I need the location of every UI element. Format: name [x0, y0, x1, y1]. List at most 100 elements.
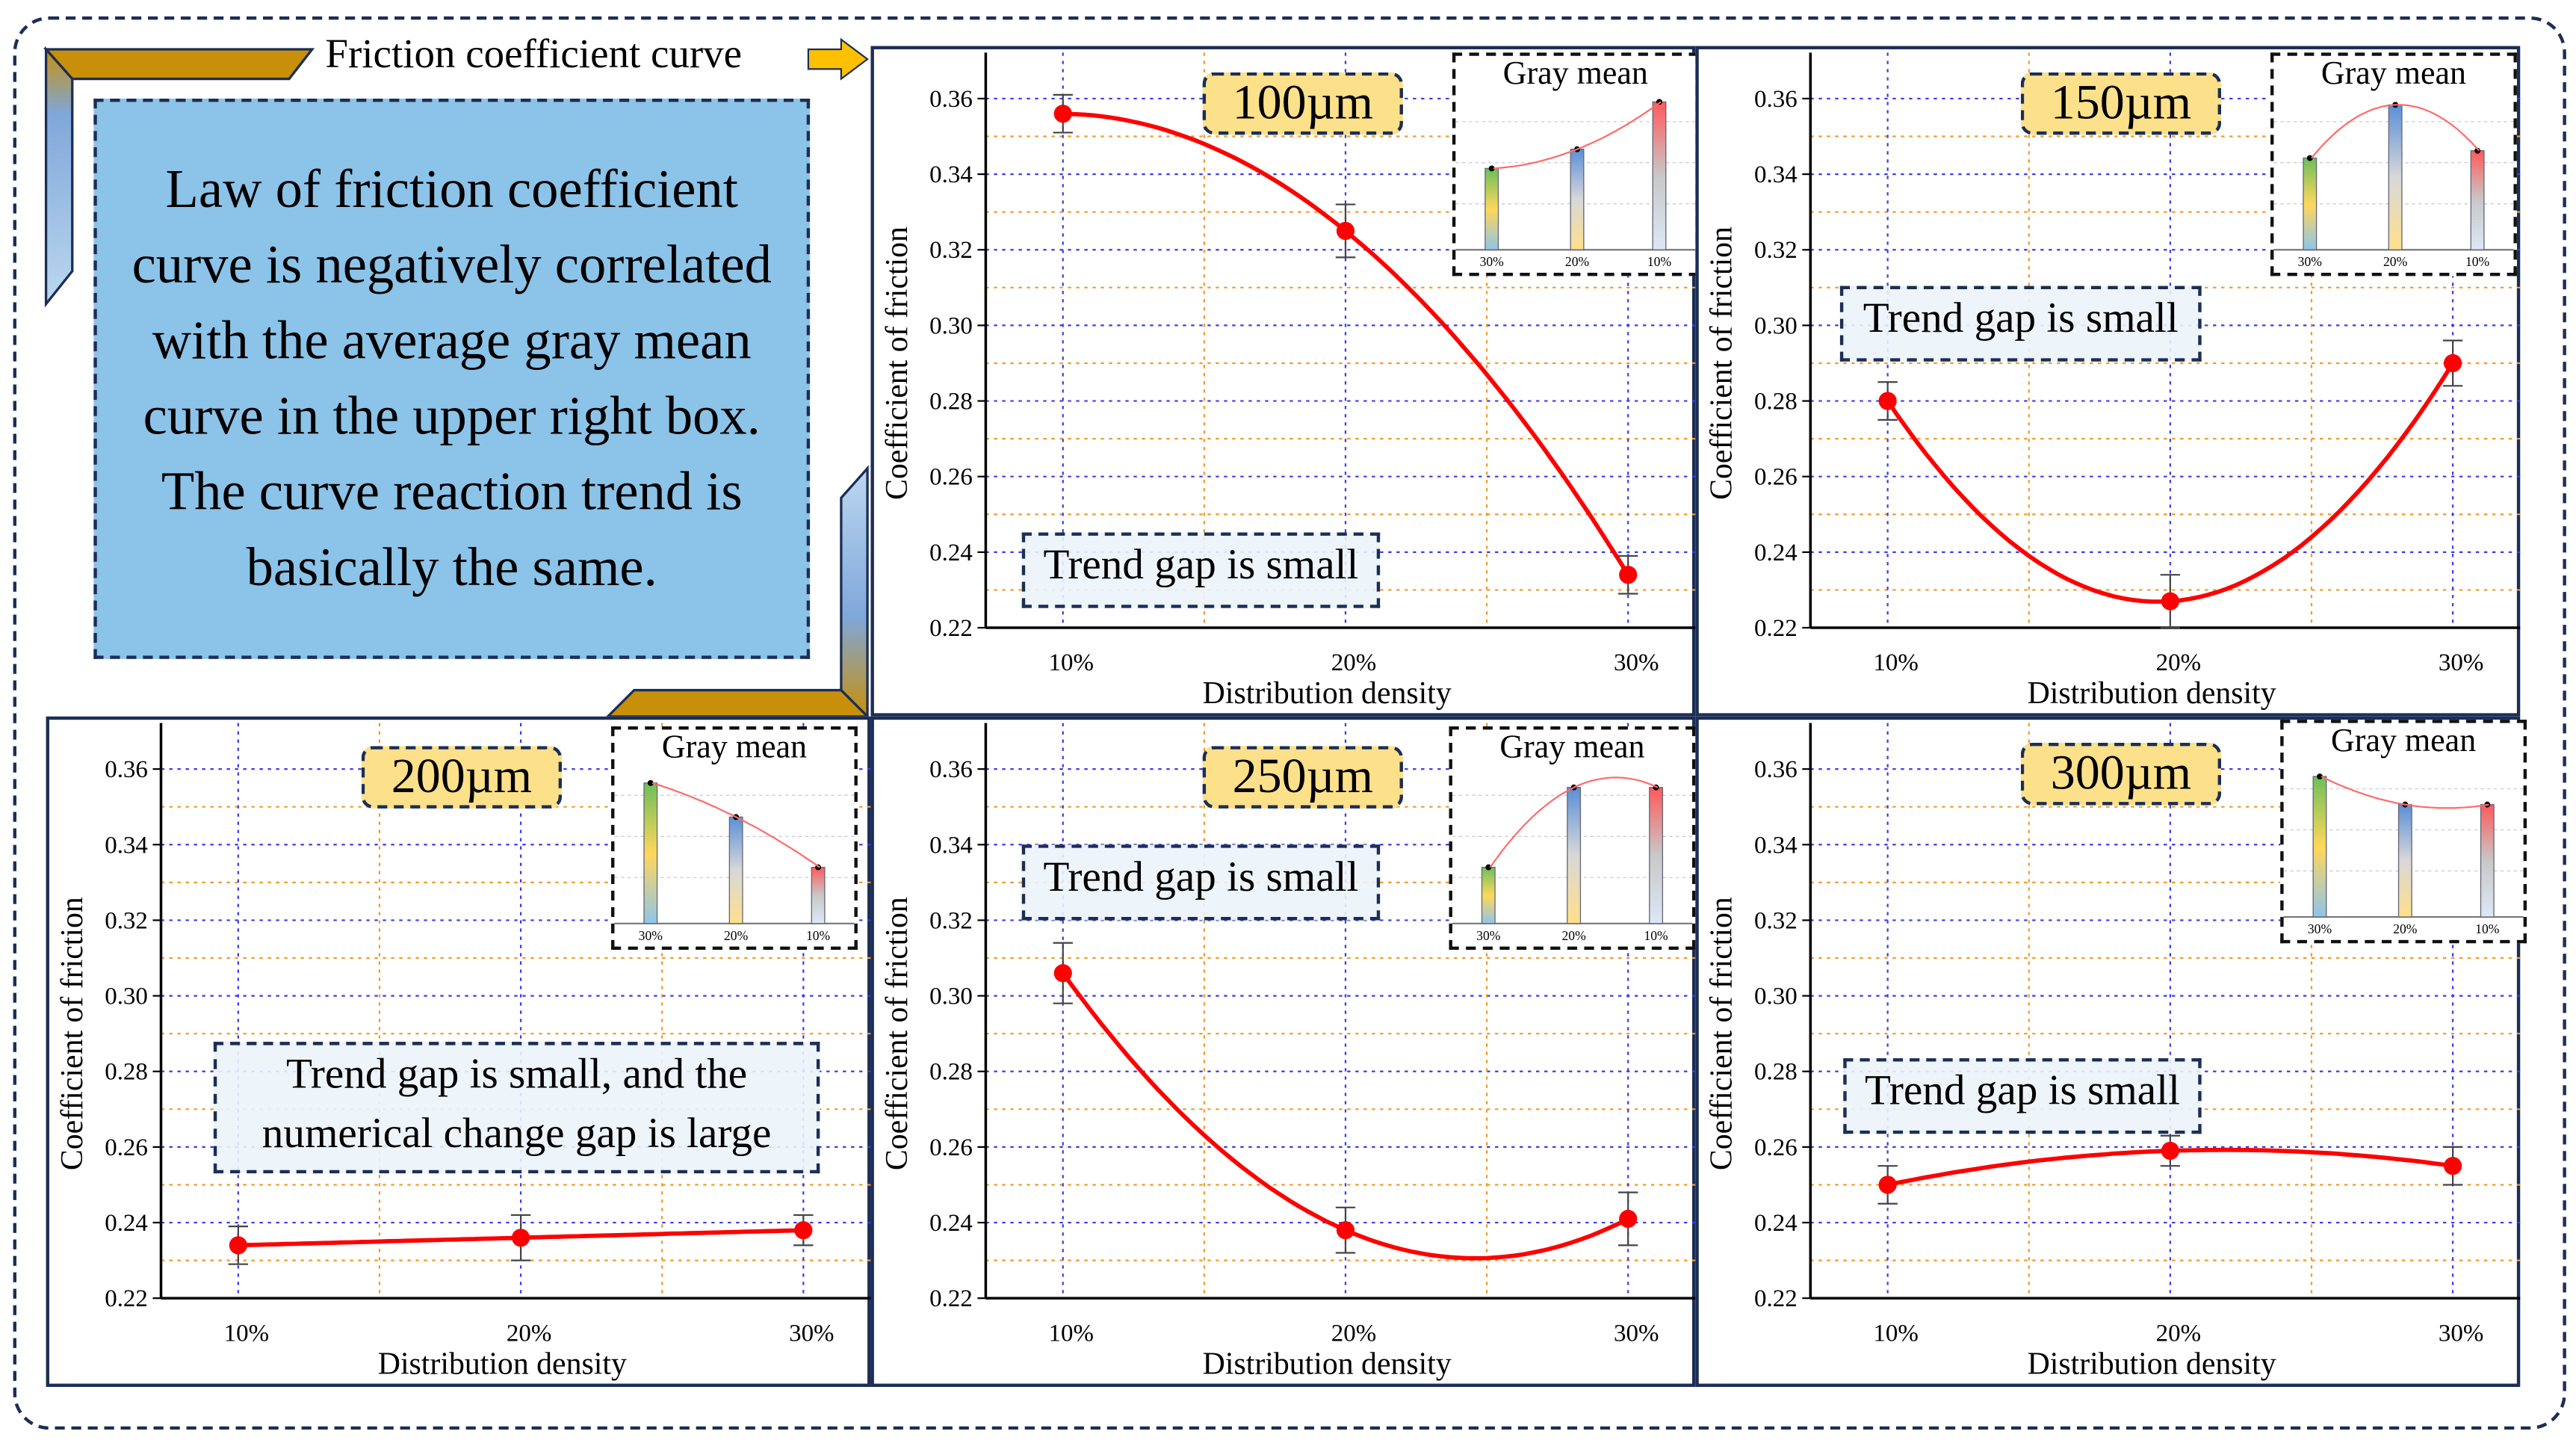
y-tick-label: 0.22 — [1754, 615, 1798, 642]
x-tick-label: 10% — [1873, 1320, 1918, 1347]
size-badge: 100µm — [1202, 72, 1403, 135]
x-tick-label: 20% — [2156, 649, 2201, 676]
inset-point — [1488, 165, 1495, 172]
size-badge: 250µm — [1202, 746, 1403, 809]
y-tick-label: 0.28 — [1754, 1059, 1798, 1086]
y-tick-label: 0.22 — [929, 615, 973, 642]
trend-annotation: Trend gap is small — [1839, 285, 2202, 362]
gray-mean-inset: Gray mean 30% 20% 10% — [1449, 726, 1696, 951]
size-badge: 150µm — [2020, 72, 2222, 135]
y-tick-label: 0.24 — [1754, 1210, 1798, 1237]
inset-bar — [728, 816, 743, 924]
y-tick-label: 0.30 — [1754, 983, 1798, 1010]
data-point — [1619, 1209, 1638, 1229]
chart-panel-100um: 0.22 0.24 0.26 0.28 0.30 0.32 0.34 0.36 10% 20% 30… — [870, 46, 1699, 717]
y-tick-label: 0.22 — [105, 1285, 148, 1312]
inset-curve — [2311, 104, 2480, 159]
y-tick-label: 0.24 — [929, 1210, 973, 1237]
inset-tick-label: 20% — [724, 928, 749, 943]
inset-title: Gray mean — [2320, 55, 2467, 93]
inset-tick-label: 20% — [1562, 928, 1587, 943]
x-tick-label: 10% — [1049, 1320, 1094, 1347]
inset-plot: 30% 20% 10% — [2283, 773, 2524, 936]
inset-plot: 30% 20% 10% — [614, 779, 855, 943]
data-point — [1336, 1221, 1355, 1240]
inset-point — [2306, 155, 2313, 161]
outer-frame — [13, 16, 2566, 1430]
inset-tick-label: 10% — [1644, 928, 1668, 943]
chart-panel-150um: 0.22 0.24 0.26 0.28 0.30 0.32 0.34 0.36 10% 20% 30… — [1695, 46, 2521, 717]
gray-mean-inset: Gray mean 30% 20% 10% — [611, 726, 858, 951]
trend-annotation: Trend gap is small — [1021, 532, 1381, 608]
data-point — [2161, 592, 2179, 611]
inset-tick-label: 10% — [2465, 254, 2490, 269]
inset-tick-label: 30% — [2308, 921, 2332, 936]
inset-bar — [1481, 866, 1496, 924]
y-tick-label: 0.28 — [105, 1059, 148, 1086]
inset-bar — [1484, 167, 1499, 250]
data-point — [511, 1229, 530, 1247]
inset-tick-label: 30% — [2298, 254, 2323, 269]
y-tick-label: 0.34 — [929, 161, 973, 188]
data-point — [1053, 964, 1072, 983]
arrow-icon — [807, 37, 869, 81]
y-tick-label: 0.24 — [1754, 540, 1798, 566]
chart-panel-300um: 0.22 0.24 0.26 0.28 0.30 0.32 0.34 0.36 10% 20% 30… — [1695, 716, 2527, 1387]
bracket-top — [43, 48, 315, 81]
x-tick-label: 20% — [507, 1320, 551, 1347]
inset-tick-label: 30% — [639, 928, 663, 943]
inset-title: Gray mean — [1502, 55, 1648, 93]
header-title: Friction coefficient curve — [325, 32, 743, 78]
inset-plot: 30% 20% 10% — [2273, 102, 2514, 269]
inset-tick-label: 20% — [1565, 254, 1590, 269]
summary-box: Law of friction coefficient curve is neg… — [93, 98, 811, 659]
x-tick-label: 20% — [2156, 1320, 2201, 1347]
data-point — [2444, 353, 2462, 373]
y-tick-label: 0.34 — [1754, 832, 1798, 859]
chart-panel-200um: 0.22 0.24 0.26 0.28 0.30 0.32 0.34 0.36 10% 20% 30… — [46, 716, 871, 1387]
inset-curve — [651, 782, 820, 868]
y-tick-label: 0.30 — [1754, 312, 1798, 339]
data-point — [229, 1236, 247, 1255]
trend-annotation: Trend gap is small — [1843, 1058, 2202, 1134]
y-axis-label: Coefficient of friction — [880, 226, 915, 500]
y-tick-label: 0.28 — [1754, 389, 1798, 415]
data-point — [1878, 392, 1897, 410]
size-badge: 300µm — [2020, 742, 2222, 806]
inset-bar — [1570, 149, 1585, 250]
data-point — [2444, 1157, 2462, 1175]
y-tick-label: 0.32 — [929, 907, 973, 934]
x-tick-label: 30% — [789, 1320, 834, 1347]
inset-tick-label: 10% — [1647, 254, 1672, 269]
x-tick-label: 20% — [1331, 649, 1376, 676]
y-tick-label: 0.32 — [1754, 907, 1798, 934]
y-tick-label: 0.34 — [1754, 161, 1798, 188]
y-tick-label: 0.26 — [1754, 1134, 1798, 1161]
gray-mean-inset: Gray mean 30% 20% 10% — [1452, 52, 1699, 276]
chart-panel-250um: 0.22 0.24 0.26 0.28 0.30 0.32 0.34 0.36 10% 20% 30… — [870, 716, 1696, 1387]
inset-tick-label: 30% — [1480, 254, 1505, 269]
inset-bar — [2480, 803, 2495, 918]
y-tick-label: 0.36 — [929, 756, 973, 783]
data-point — [794, 1221, 813, 1240]
data-point — [1878, 1175, 1897, 1194]
x-axis-label: Distribution density — [377, 1347, 627, 1382]
y-tick-label: 0.24 — [105, 1210, 148, 1237]
inset-title: Gray mean — [2331, 723, 2477, 759]
data-point — [1053, 105, 1072, 123]
inset-point — [2317, 773, 2323, 779]
y-tick-label: 0.30 — [929, 312, 973, 339]
y-tick-label: 0.24 — [929, 540, 973, 566]
inset-point — [647, 779, 654, 786]
inset-bar — [2470, 149, 2485, 250]
y-tick-label: 0.32 — [929, 237, 973, 264]
inset-plot: 30% 20% 10% — [1455, 99, 1696, 269]
bracket-right — [840, 465, 869, 720]
trend-annotation-line: numerical change gap is large — [261, 1109, 772, 1158]
x-axis-label: Distribution density — [2027, 1347, 2276, 1382]
y-tick-label: 0.34 — [105, 832, 148, 859]
y-tick-label: 0.36 — [1754, 86, 1798, 113]
x-tick-label: 30% — [2439, 1320, 2483, 1347]
size-badge: 200µm — [361, 746, 563, 809]
